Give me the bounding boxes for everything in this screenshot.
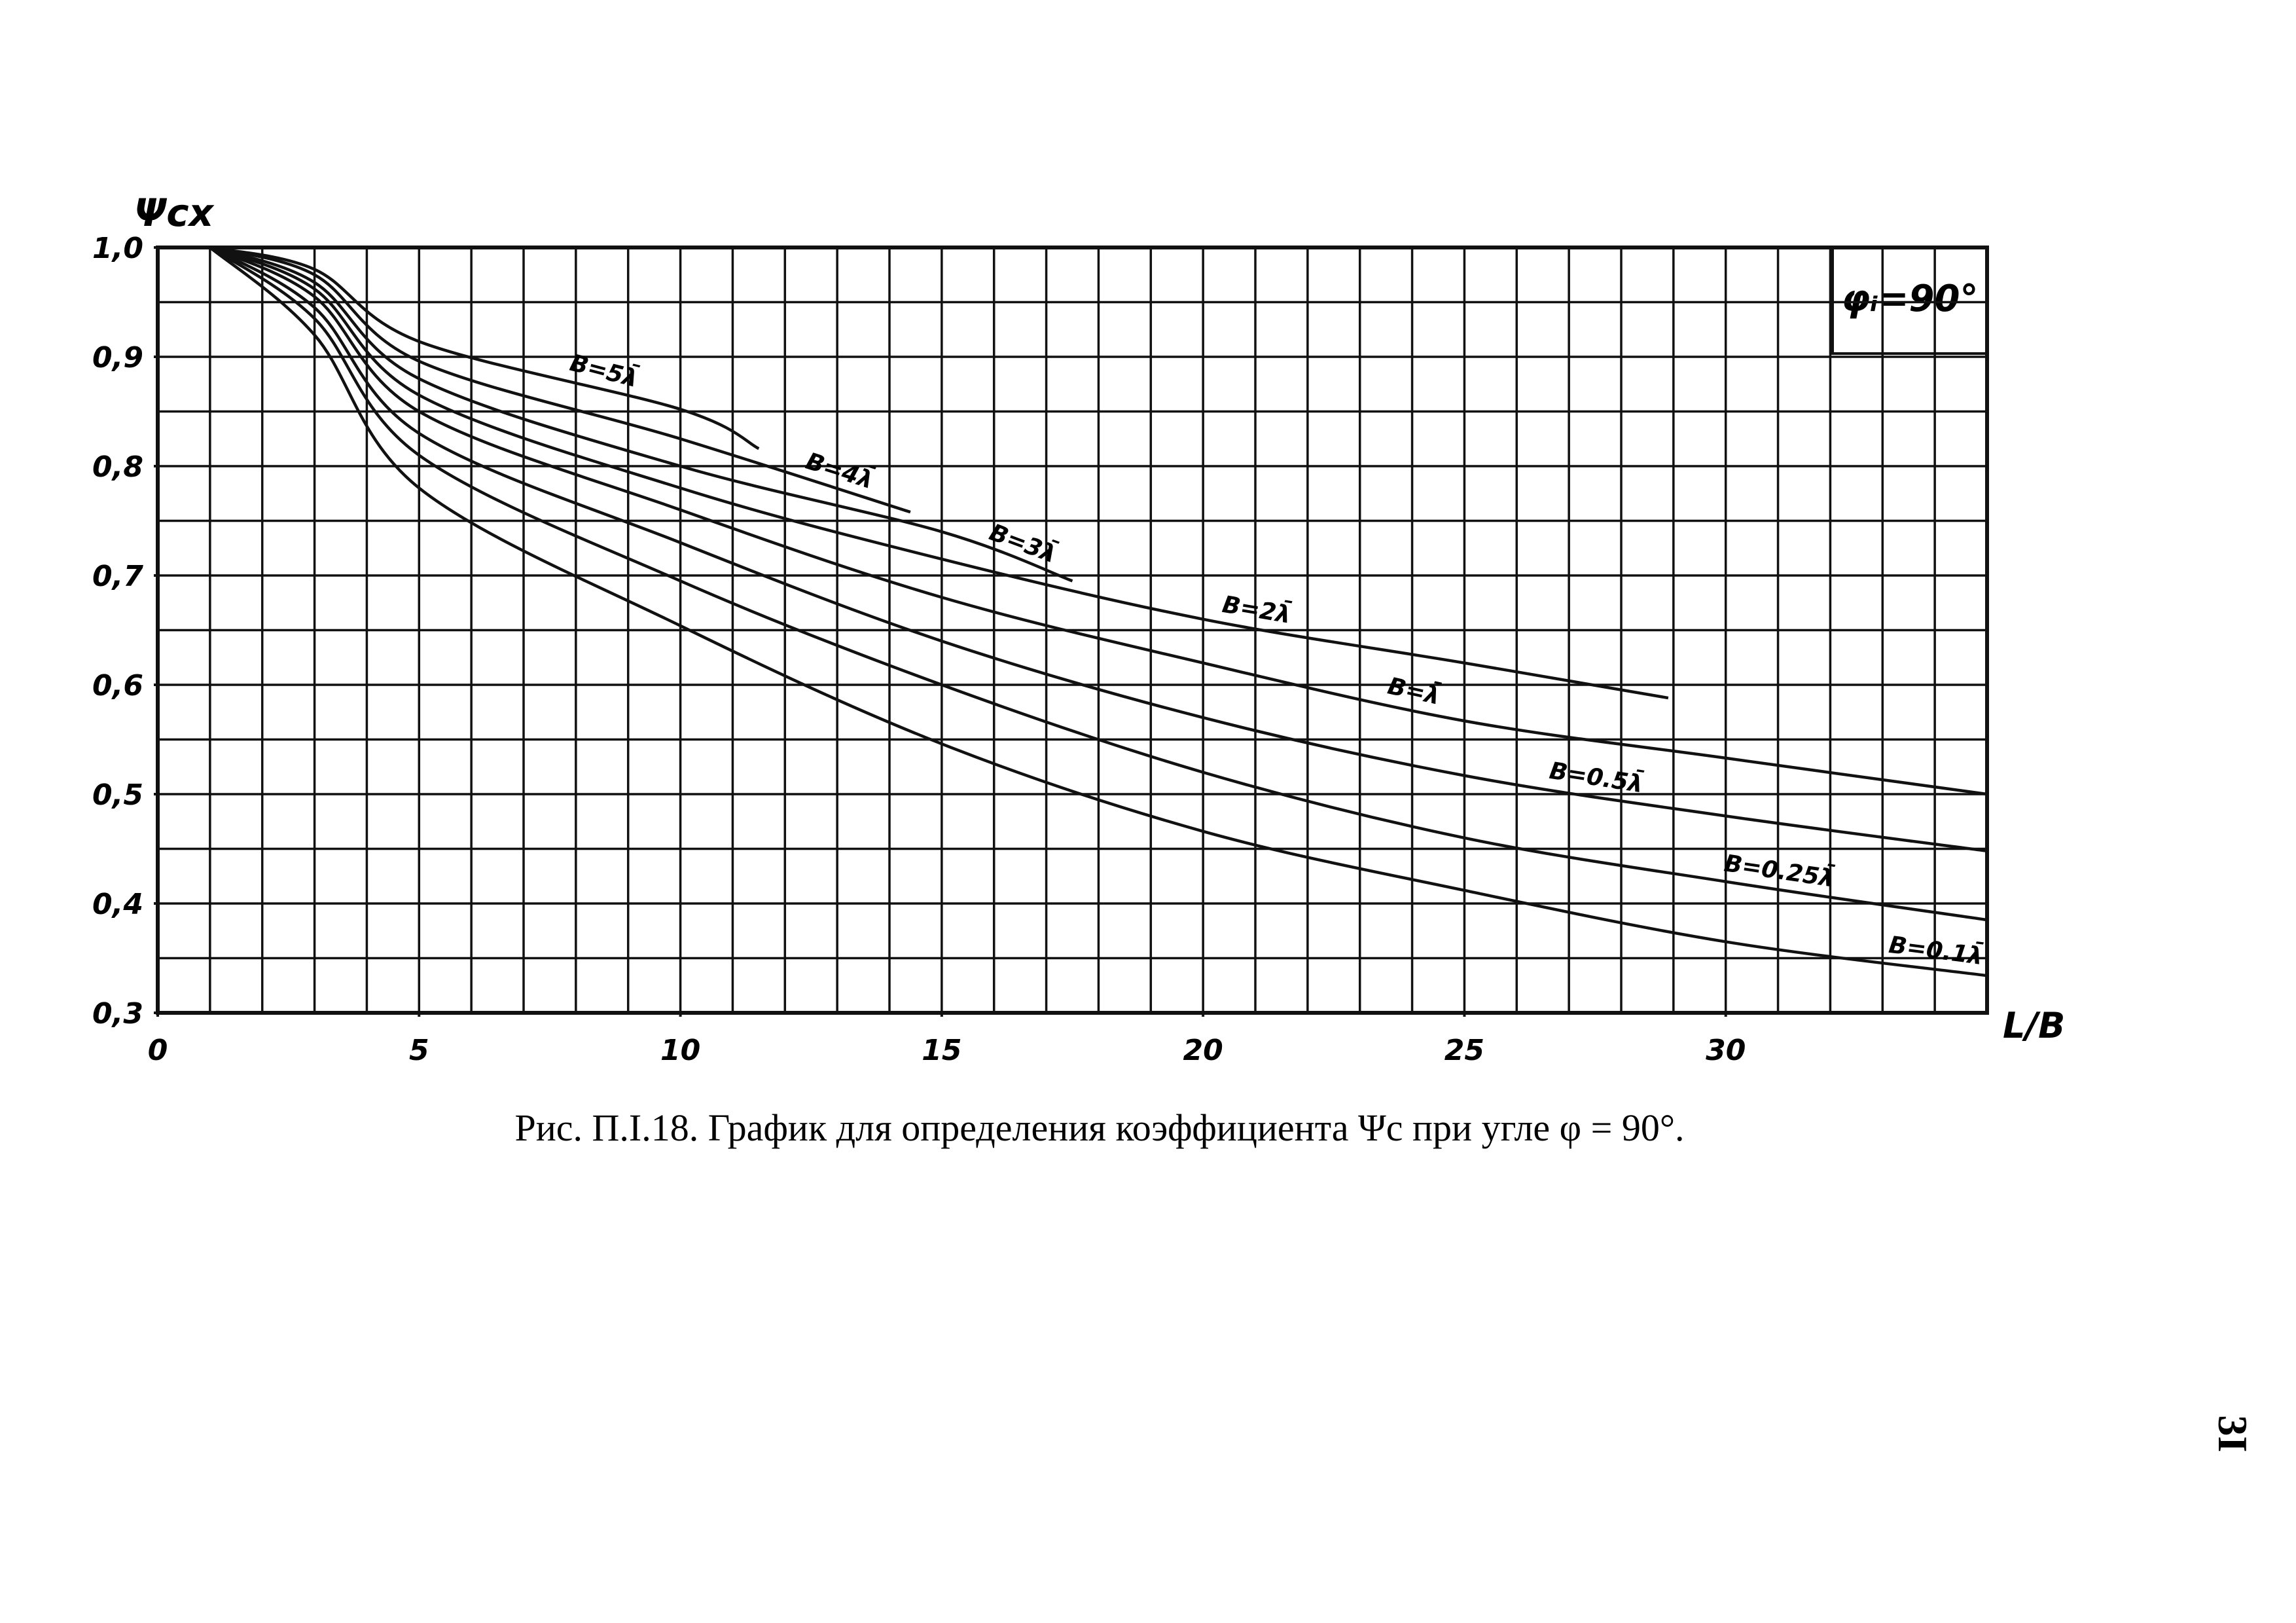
x-tick-label: 5: [409, 1034, 429, 1067]
x-tick-label: 25: [1444, 1034, 1484, 1067]
legend-label: B=λ̄: [1385, 671, 1443, 710]
legend-label: B=2λ̄: [1221, 589, 1293, 629]
caption: Рис. П.I.18. График для определения коэф…: [514, 1106, 1684, 1149]
inset-label: φᵢ=90°: [1842, 278, 1979, 320]
inset-box: [1831, 246, 1988, 355]
x-tick-label: 20: [1183, 1034, 1223, 1067]
x-axis-label: L/B: [2003, 1005, 2065, 1046]
x-tick-label: 15: [922, 1034, 961, 1067]
plot-frame: [156, 246, 1989, 1015]
y-tick-label: 0,8: [92, 450, 143, 484]
x-tick-label: 0: [148, 1034, 168, 1067]
curve: [209, 246, 760, 450]
y-tick-label: 0,7: [92, 560, 143, 593]
y-tick-label: 0,5: [92, 778, 143, 812]
curve: [209, 246, 1988, 853]
y-tick-label: 0,4: [92, 888, 143, 921]
y-tick-label: 0,3: [92, 997, 143, 1030]
y-tick-label: 0,9: [92, 341, 143, 374]
curve: [209, 246, 1073, 583]
x-tick-label: 30: [1706, 1034, 1746, 1067]
curve: [209, 246, 911, 514]
legend-label: B=0.25λ̄: [1723, 848, 1837, 893]
curve: [209, 246, 1669, 700]
legend-label: B=4λ̄: [802, 447, 877, 494]
curve: [209, 246, 1988, 922]
y-axis-label: Ψcx: [134, 191, 215, 235]
y-tick-label: 1,0: [92, 232, 143, 265]
x-tick-label: 10: [660, 1034, 700, 1067]
curve: [209, 246, 1988, 796]
legend-label: B=5λ̄: [567, 348, 641, 393]
page-number: 3I: [2210, 1415, 2256, 1453]
curve: [209, 246, 1988, 977]
y-tick-label: 0,6: [92, 669, 143, 702]
